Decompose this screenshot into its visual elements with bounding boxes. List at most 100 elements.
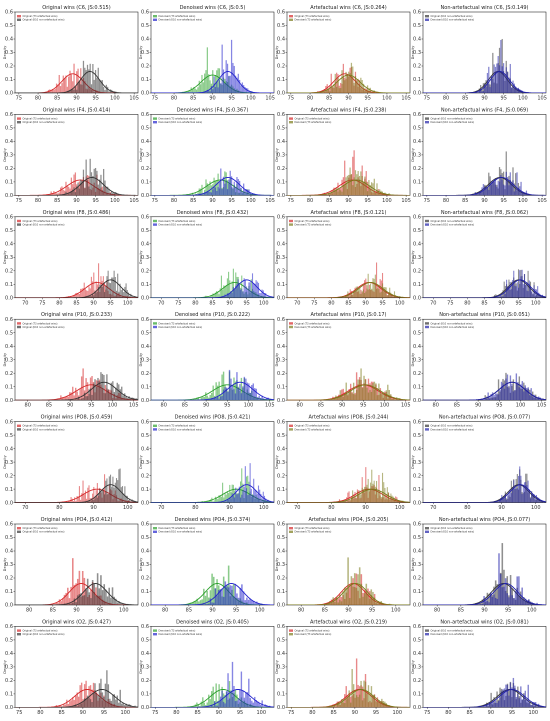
histogram-bar <box>342 501 344 503</box>
y-tick-label: 0.4 <box>277 651 285 657</box>
histogram-bar <box>227 673 229 708</box>
histogram-bar <box>97 695 99 708</box>
x-tick-label: 85 <box>54 198 60 204</box>
histogram-bar <box>233 685 235 708</box>
histogram-bar <box>485 396 488 401</box>
x-tick-label: 90 <box>345 608 351 614</box>
legend: Original (T3 artefactual wins)Denoised (… <box>289 322 331 329</box>
plot-area <box>15 558 138 605</box>
histogram-bar <box>66 91 68 93</box>
plot-area <box>15 670 138 708</box>
histogram-bar <box>344 295 347 298</box>
histogram-bar <box>349 702 352 708</box>
y-tick-label: 0.2 <box>141 269 149 275</box>
histogram-bar <box>363 593 366 605</box>
histogram-bar <box>480 602 482 605</box>
histogram-bar <box>329 86 331 93</box>
histogram-bar <box>498 553 500 605</box>
histogram-bar <box>86 498 88 503</box>
histogram-bar <box>497 56 499 93</box>
histogram-bar <box>515 488 517 503</box>
histogram-bar <box>361 487 363 503</box>
histogram-bar <box>220 168 222 196</box>
histogram-bar <box>77 82 79 93</box>
histogram-bar <box>76 391 78 401</box>
histogram-bar <box>500 498 502 503</box>
histogram-bar <box>97 184 99 196</box>
plot-frame <box>14 114 139 196</box>
x-tick-label: 90 <box>80 710 86 716</box>
histogram-bar <box>212 706 214 708</box>
x-tick-label: 90 <box>226 505 232 511</box>
histogram-bar <box>54 88 56 93</box>
histogram-bar <box>206 501 208 503</box>
subplot-title: Denoised wins (F8, JS:0.432) <box>177 210 249 216</box>
histogram-bar <box>204 595 207 605</box>
histogram-bar <box>540 500 542 503</box>
histogram-bar <box>501 38 503 93</box>
histogram-bar <box>237 493 239 503</box>
histogram-bar <box>489 592 492 605</box>
x-tick-label: 80 <box>35 198 41 204</box>
histogram-bar <box>501 292 503 298</box>
histogram-bar <box>73 89 75 93</box>
histogram-bar <box>366 285 368 298</box>
y-tick-label: 0.1 <box>413 384 421 390</box>
legend-label: Original (K10 non-artefactual wins) <box>23 224 65 227</box>
histogram-bar <box>100 575 102 605</box>
plot-area <box>151 39 274 93</box>
histogram-bar <box>86 382 89 401</box>
legend-label: Original (K10 non-artefactual wins) <box>431 118 473 121</box>
histogram-bar <box>340 190 342 196</box>
histogram-bar <box>373 597 376 605</box>
histogram-bar <box>239 384 241 401</box>
legend-swatch <box>153 530 157 533</box>
histogram-bar <box>219 589 222 605</box>
histogram-bar <box>95 495 97 503</box>
histogram-bar <box>514 590 517 605</box>
histogram-bar <box>229 170 231 196</box>
legend-swatch <box>425 633 429 636</box>
x-tick-label: 90 <box>345 96 351 102</box>
histogram-bar <box>73 705 75 708</box>
histogram-bar <box>262 491 264 503</box>
histogram-bar <box>109 698 111 708</box>
histogram-bar <box>115 598 117 605</box>
histogram-bar <box>485 86 487 93</box>
histogram-bar <box>513 480 515 503</box>
legend-label: Denoised (K10 non-artefactual wins) <box>431 19 475 22</box>
legend-swatch <box>153 18 157 21</box>
y-tick-label: 0.5 <box>5 535 13 541</box>
histogram-bar <box>100 174 102 196</box>
x-tick-label: 90 <box>73 96 79 102</box>
histogram-bar <box>336 187 338 196</box>
histogram-bar <box>216 705 219 708</box>
histogram-bar <box>72 89 74 93</box>
x-tick-label: 95 <box>237 710 243 716</box>
histogram-bar <box>106 276 108 298</box>
histogram-bar <box>496 501 498 503</box>
histogram-bar <box>365 467 367 503</box>
subplot-r6-c3: Non-artefactual wins (O2, JS:0.081)Densi… <box>411 619 547 716</box>
histogram-bar <box>238 284 240 298</box>
subplot-r3-c2: Artefactual wins (P10, JS:0.17)Density0.… <box>275 312 411 409</box>
histogram-bar <box>82 169 85 196</box>
histogram-bar <box>329 91 331 93</box>
histogram-bar <box>364 486 366 503</box>
histogram-bar <box>46 91 48 93</box>
histogram-bar <box>510 480 512 503</box>
histogram-bar <box>64 704 67 708</box>
legend-swatch <box>153 424 157 427</box>
histogram-bar <box>206 702 208 708</box>
y-tick-label: 0.4 <box>5 37 13 43</box>
y-tick-label: 0.2 <box>277 371 285 377</box>
histogram-bar <box>344 394 346 401</box>
histogram-bar <box>116 695 118 708</box>
histogram-bar <box>477 92 479 93</box>
histogram-bar <box>96 291 98 298</box>
y-tick-label: 0.6 <box>5 419 13 425</box>
histogram-bar <box>259 292 261 298</box>
histogram-bar <box>354 491 356 503</box>
histogram-bar <box>84 490 86 503</box>
legend-swatch <box>289 527 293 530</box>
